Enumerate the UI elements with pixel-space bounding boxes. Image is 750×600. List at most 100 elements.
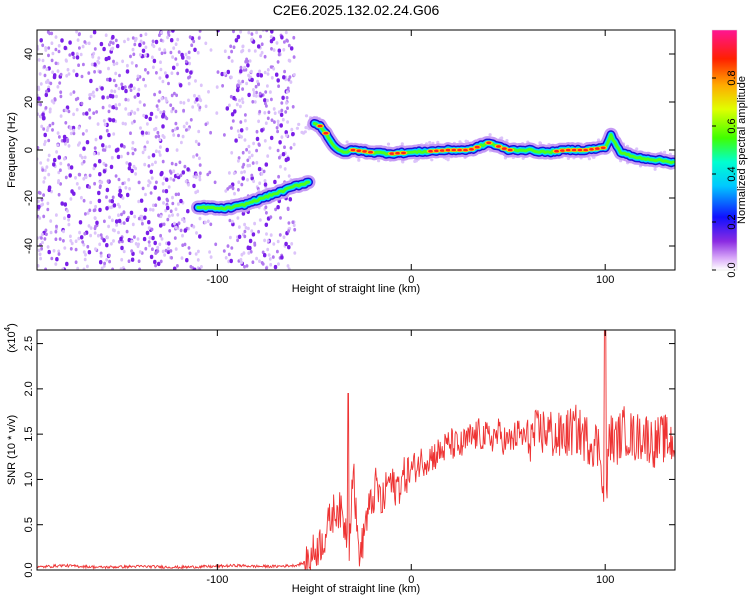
noise-speckle: [225, 106, 230, 111]
noise-speckle: [108, 259, 112, 264]
noise-speckle: [149, 207, 152, 212]
noise-speckle: [184, 59, 188, 64]
noise-speckle: [172, 178, 176, 182]
noise-speckle: [47, 46, 51, 50]
noise-speckle: [169, 103, 173, 107]
noise-speckle: [109, 164, 114, 170]
noise-speckle: [59, 90, 63, 94]
noise-speckle: [51, 70, 55, 74]
noise-speckle: [244, 226, 248, 230]
noise-speckle: [98, 135, 103, 140]
noise-speckle: [57, 249, 61, 254]
noise-speckle: [282, 40, 286, 44]
noise-speckle: [52, 162, 56, 167]
noise-speckle: [147, 240, 151, 244]
noise-speckle: [83, 212, 87, 216]
noise-speckle: [157, 196, 161, 201]
noise-speckle: [276, 78, 280, 83]
peak-core: [577, 148, 583, 152]
noise-speckle: [137, 180, 141, 185]
noise-speckle: [257, 166, 262, 172]
noise-speckle: [127, 237, 132, 243]
noise-speckle: [121, 196, 125, 200]
noise-speckle: [79, 52, 83, 57]
noise-speckle: [57, 44, 61, 48]
noise-speckle: [258, 259, 261, 264]
noise-speckle: [177, 50, 181, 54]
noise-speckle: [83, 257, 87, 262]
noise-speckle: [194, 139, 198, 144]
noise-speckle: [266, 68, 270, 72]
noise-speckle: [240, 170, 244, 175]
noise-speckle: [164, 208, 168, 213]
noise-speckle: [169, 209, 173, 213]
noise-speckle: [238, 104, 242, 109]
noise-speckle: [289, 80, 293, 84]
noise-speckle: [118, 204, 122, 209]
noise-speckle: [115, 223, 119, 227]
noise-speckle: [162, 222, 166, 227]
noise-speckle: [54, 47, 58, 52]
noise-speckle: [141, 186, 145, 191]
noise-speckle: [252, 91, 256, 95]
noise-speckle: [54, 61, 58, 66]
noise-speckle: [285, 133, 288, 138]
noise-speckle: [287, 58, 291, 63]
peak-core: [439, 149, 445, 152]
noise-speckle: [43, 142, 46, 147]
snr-series-line: [37, 330, 675, 570]
noise-speckle: [46, 207, 50, 212]
noise-speckle: [143, 215, 147, 220]
noise-speckle: [93, 146, 97, 150]
noise-speckle: [246, 63, 250, 68]
noise-speckle: [119, 154, 123, 159]
noise-speckle: [107, 132, 111, 138]
noise-speckle: [133, 42, 137, 47]
halo-speckle: [386, 142, 391, 146]
noise-speckle: [232, 45, 236, 49]
noise-speckle: [37, 248, 41, 253]
noise-speckle: [111, 195, 115, 200]
noise-speckle: [148, 236, 152, 240]
noise-speckle: [110, 218, 114, 223]
noise-speckle: [67, 213, 71, 219]
noise-speckle: [67, 72, 71, 76]
noise-speckle: [82, 198, 86, 203]
noise-speckle: [103, 148, 107, 152]
noise-speckle: [168, 169, 172, 173]
noise-speckle: [66, 209, 69, 213]
noise-speckle: [84, 175, 88, 179]
noise-speckle: [191, 105, 195, 109]
noise-speckle: [120, 257, 124, 262]
noise-speckle: [186, 209, 190, 214]
noise-speckle: [78, 32, 81, 36]
noise-speckle: [138, 250, 142, 254]
noise-speckle: [130, 249, 134, 253]
noise-speckle: [279, 112, 284, 118]
noise-speckle: [269, 135, 274, 141]
noise-speckle: [178, 83, 183, 88]
noise-speckle: [182, 108, 186, 113]
noise-speckle: [69, 92, 73, 96]
noise-speckle: [226, 244, 230, 248]
noise-speckle: [169, 38, 174, 43]
noise-speckle: [236, 159, 240, 163]
noise-speckle: [141, 48, 146, 53]
noise-speckle: [227, 103, 231, 108]
noise-speckle: [131, 36, 135, 40]
noise-speckle: [133, 214, 137, 219]
noise-speckle: [246, 226, 250, 231]
noise-speckle: [166, 246, 170, 251]
noise-speckle: [112, 228, 116, 233]
noise-speckle: [129, 88, 133, 92]
noise-speckle: [119, 267, 123, 270]
noise-speckle: [236, 129, 240, 133]
noise-speckle: [119, 236, 123, 242]
noise-speckle: [108, 117, 112, 123]
peak-core: [389, 152, 395, 155]
noise-speckle: [52, 157, 57, 163]
noise-speckle: [165, 147, 169, 153]
noise-speckle: [171, 201, 175, 206]
noise-speckle: [88, 208, 92, 213]
noise-speckle: [76, 38, 80, 42]
